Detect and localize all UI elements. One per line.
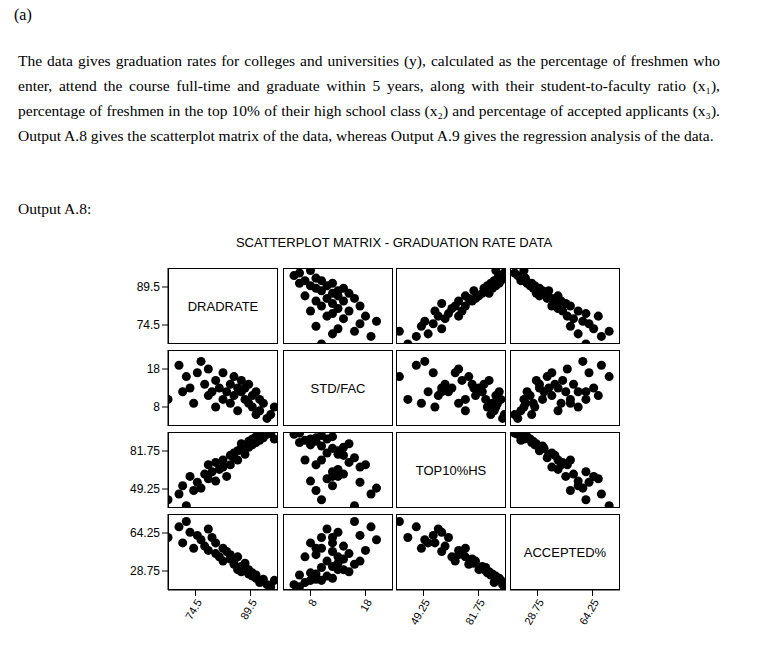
svg-text:64.25: 64.25: [130, 526, 160, 540]
svg-text:81.75: 81.75: [130, 444, 160, 458]
html-text:Output A.8:: Output A.8:: [18, 200, 92, 217]
svg-text:8: 8: [306, 597, 319, 608]
svg-text:49.25: 49.25: [130, 482, 160, 496]
svg-text:18: 18: [357, 597, 374, 614]
svg-text:64.25: 64.25: [577, 597, 601, 627]
html-text:(a): (a): [14, 6, 32, 23]
html-text:The data gives graduation rate: The data gives graduation rates for coll…: [18, 52, 720, 144]
html-text:STD/FAC: STD/FAC: [310, 380, 366, 396]
html-text:ACCEPTED%: ACCEPTED%: [523, 544, 607, 560]
svg-text:74.5: 74.5: [183, 597, 204, 622]
svg-text:89.5: 89.5: [137, 280, 161, 294]
svg-text:74.5: 74.5: [137, 318, 161, 332]
svg-text:49.25: 49.25: [408, 597, 432, 627]
svg-text:18: 18: [147, 362, 161, 376]
svg-text:28.75: 28.75: [130, 564, 160, 578]
html-text:DRADRATE: DRADRATE: [187, 298, 259, 314]
svg-text:8: 8: [153, 400, 160, 414]
svg-text:89.5: 89.5: [238, 597, 259, 622]
html-text:TOP10%HS: TOP10%HS: [415, 462, 487, 478]
svg-text:81.75: 81.75: [463, 597, 487, 627]
html-text:SCATTERPLOT MATRIX - GRADUATIO: SCATTERPLOT MATRIX - GRADUATION RATE DAT…: [235, 235, 553, 250]
svg-text:28.75: 28.75: [522, 597, 546, 627]
